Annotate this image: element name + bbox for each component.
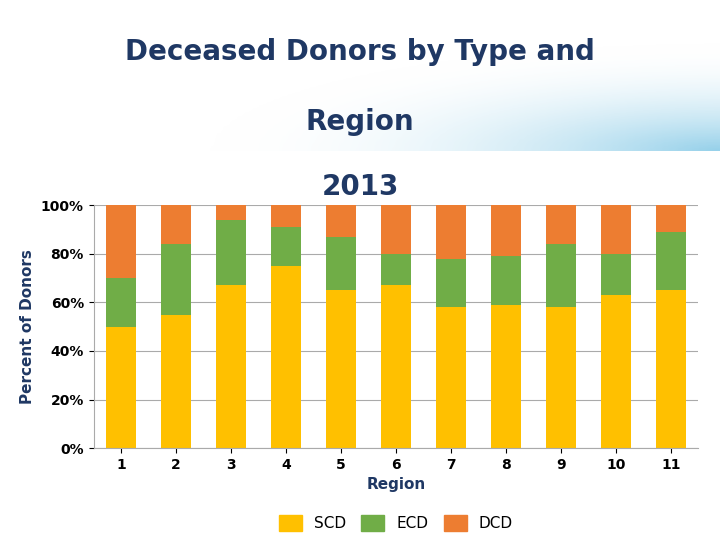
Bar xyxy=(381,285,411,448)
Legend: SCD, ECD, DCD: SCD, ECD, DCD xyxy=(273,509,519,537)
Bar xyxy=(600,254,631,295)
Y-axis label: Percent of Donors: Percent of Donors xyxy=(20,249,35,404)
Bar xyxy=(436,259,466,307)
Bar xyxy=(326,237,356,290)
Text: Deceased Donors by Type and: Deceased Donors by Type and xyxy=(125,38,595,66)
Bar xyxy=(436,205,466,259)
X-axis label: Region: Region xyxy=(366,477,426,492)
Bar xyxy=(656,205,686,232)
Bar xyxy=(216,205,246,220)
Bar xyxy=(106,327,136,448)
Bar xyxy=(326,205,356,237)
Bar xyxy=(546,307,576,448)
Text: 2013: 2013 xyxy=(321,173,399,201)
Bar xyxy=(161,314,192,448)
Bar xyxy=(436,307,466,448)
Bar xyxy=(381,205,411,254)
Bar xyxy=(216,220,246,285)
Bar xyxy=(161,205,192,244)
Text: Region: Region xyxy=(306,108,414,136)
Bar xyxy=(491,256,521,305)
Bar xyxy=(106,278,136,327)
Bar xyxy=(381,254,411,285)
Bar xyxy=(106,205,136,278)
Bar xyxy=(546,205,576,244)
Bar xyxy=(491,205,521,256)
Bar xyxy=(600,205,631,254)
Bar xyxy=(271,205,301,227)
Bar xyxy=(216,285,246,448)
Bar xyxy=(656,290,686,448)
Bar xyxy=(656,232,686,290)
Bar xyxy=(326,290,356,448)
Bar xyxy=(546,244,576,307)
Bar xyxy=(600,295,631,448)
Bar xyxy=(161,244,192,314)
Bar xyxy=(271,227,301,266)
Bar xyxy=(491,305,521,448)
Bar xyxy=(271,266,301,448)
